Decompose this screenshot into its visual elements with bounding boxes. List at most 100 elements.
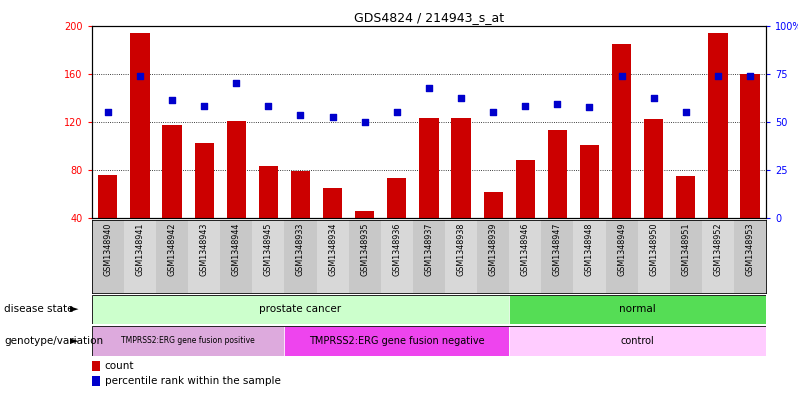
Text: percentile rank within the sample: percentile rank within the sample [105,376,280,386]
Bar [509,295,766,324]
Point [101,109,114,116]
Text: GSM1348953: GSM1348953 [745,222,755,276]
Point [390,109,403,116]
Bar [349,220,381,293]
Bar [452,118,471,218]
Bar [702,220,734,293]
Bar [484,192,503,218]
Text: normal: normal [619,305,656,314]
Text: GSM1348940: GSM1348940 [103,222,113,275]
Bar [734,220,766,293]
Text: GSM1348948: GSM1348948 [585,222,594,275]
Text: genotype/variation: genotype/variation [4,336,103,346]
Bar [220,220,252,293]
Bar [317,220,349,293]
Text: ►: ► [70,336,78,346]
Bar [259,166,278,218]
Bar [580,145,599,218]
Bar [252,220,284,293]
Text: GSM1348937: GSM1348937 [425,222,433,276]
Point [133,73,146,79]
Bar [323,188,342,218]
Point [583,104,596,110]
Point [519,103,531,109]
Text: ►: ► [70,305,78,314]
Point [647,95,660,101]
Text: count: count [105,361,134,371]
Bar [92,376,100,386]
Bar [445,220,477,293]
Text: GSM1348941: GSM1348941 [136,222,144,275]
Point [262,103,275,109]
Point [487,109,500,116]
Bar [676,176,695,218]
Bar [98,175,117,218]
Bar [284,326,509,356]
Bar [477,220,509,293]
Bar [547,130,567,218]
Bar [130,33,149,218]
Bar [606,220,638,293]
Text: GSM1348933: GSM1348933 [296,222,305,275]
Text: GSM1348936: GSM1348936 [393,222,401,275]
Text: GSM1348939: GSM1348939 [488,222,498,276]
Point [198,103,211,109]
Text: GSM1348942: GSM1348942 [168,222,176,276]
Text: prostate cancer: prostate cancer [259,305,342,314]
Bar [574,220,606,293]
Bar [413,220,445,293]
Bar [92,220,124,293]
Point [422,85,435,91]
Text: disease state: disease state [4,305,73,314]
Bar [387,178,406,218]
Text: TMPRSS2:ERG gene fusion negative: TMPRSS2:ERG gene fusion negative [309,336,484,346]
Text: GSM1348935: GSM1348935 [360,222,369,276]
Bar [124,220,156,293]
Text: control: control [621,336,654,346]
Title: GDS4824 / 214943_s_at: GDS4824 / 214943_s_at [354,11,504,24]
Bar [741,73,760,218]
Text: GSM1348949: GSM1348949 [617,222,626,276]
Point [326,114,339,120]
Text: GSM1348945: GSM1348945 [264,222,273,276]
Bar [284,220,317,293]
Text: GSM1348938: GSM1348938 [456,222,465,275]
Bar [188,220,220,293]
Bar [156,220,188,293]
Point [358,119,371,125]
Bar [644,119,663,218]
Bar [355,211,374,218]
Text: GSM1348934: GSM1348934 [328,222,337,275]
Text: GSM1348952: GSM1348952 [713,222,722,276]
Bar [290,171,310,218]
Point [230,80,243,86]
Point [551,101,563,107]
Point [615,73,628,79]
Bar [509,220,541,293]
Bar [709,33,728,218]
Text: GSM1348944: GSM1348944 [231,222,241,275]
Text: GSM1348950: GSM1348950 [650,222,658,276]
Text: GSM1348943: GSM1348943 [200,222,208,275]
Bar [670,220,702,293]
Bar [163,125,182,218]
Bar [541,220,574,293]
Bar [92,361,100,371]
Point [166,97,179,103]
Point [294,112,307,118]
Text: GSM1348951: GSM1348951 [681,222,690,276]
Text: GSM1348947: GSM1348947 [553,222,562,276]
Point [679,109,692,116]
Point [744,73,757,79]
Bar [227,121,246,218]
Bar [92,326,284,356]
Bar [638,220,670,293]
Text: GSM1348946: GSM1348946 [521,222,530,275]
Text: TMPRSS2:ERG gene fusion positive: TMPRSS2:ERG gene fusion positive [121,336,255,345]
Bar [509,326,766,356]
Bar [612,44,631,218]
Bar [195,143,214,218]
Point [455,95,468,101]
Bar [92,295,509,324]
Point [712,73,725,79]
